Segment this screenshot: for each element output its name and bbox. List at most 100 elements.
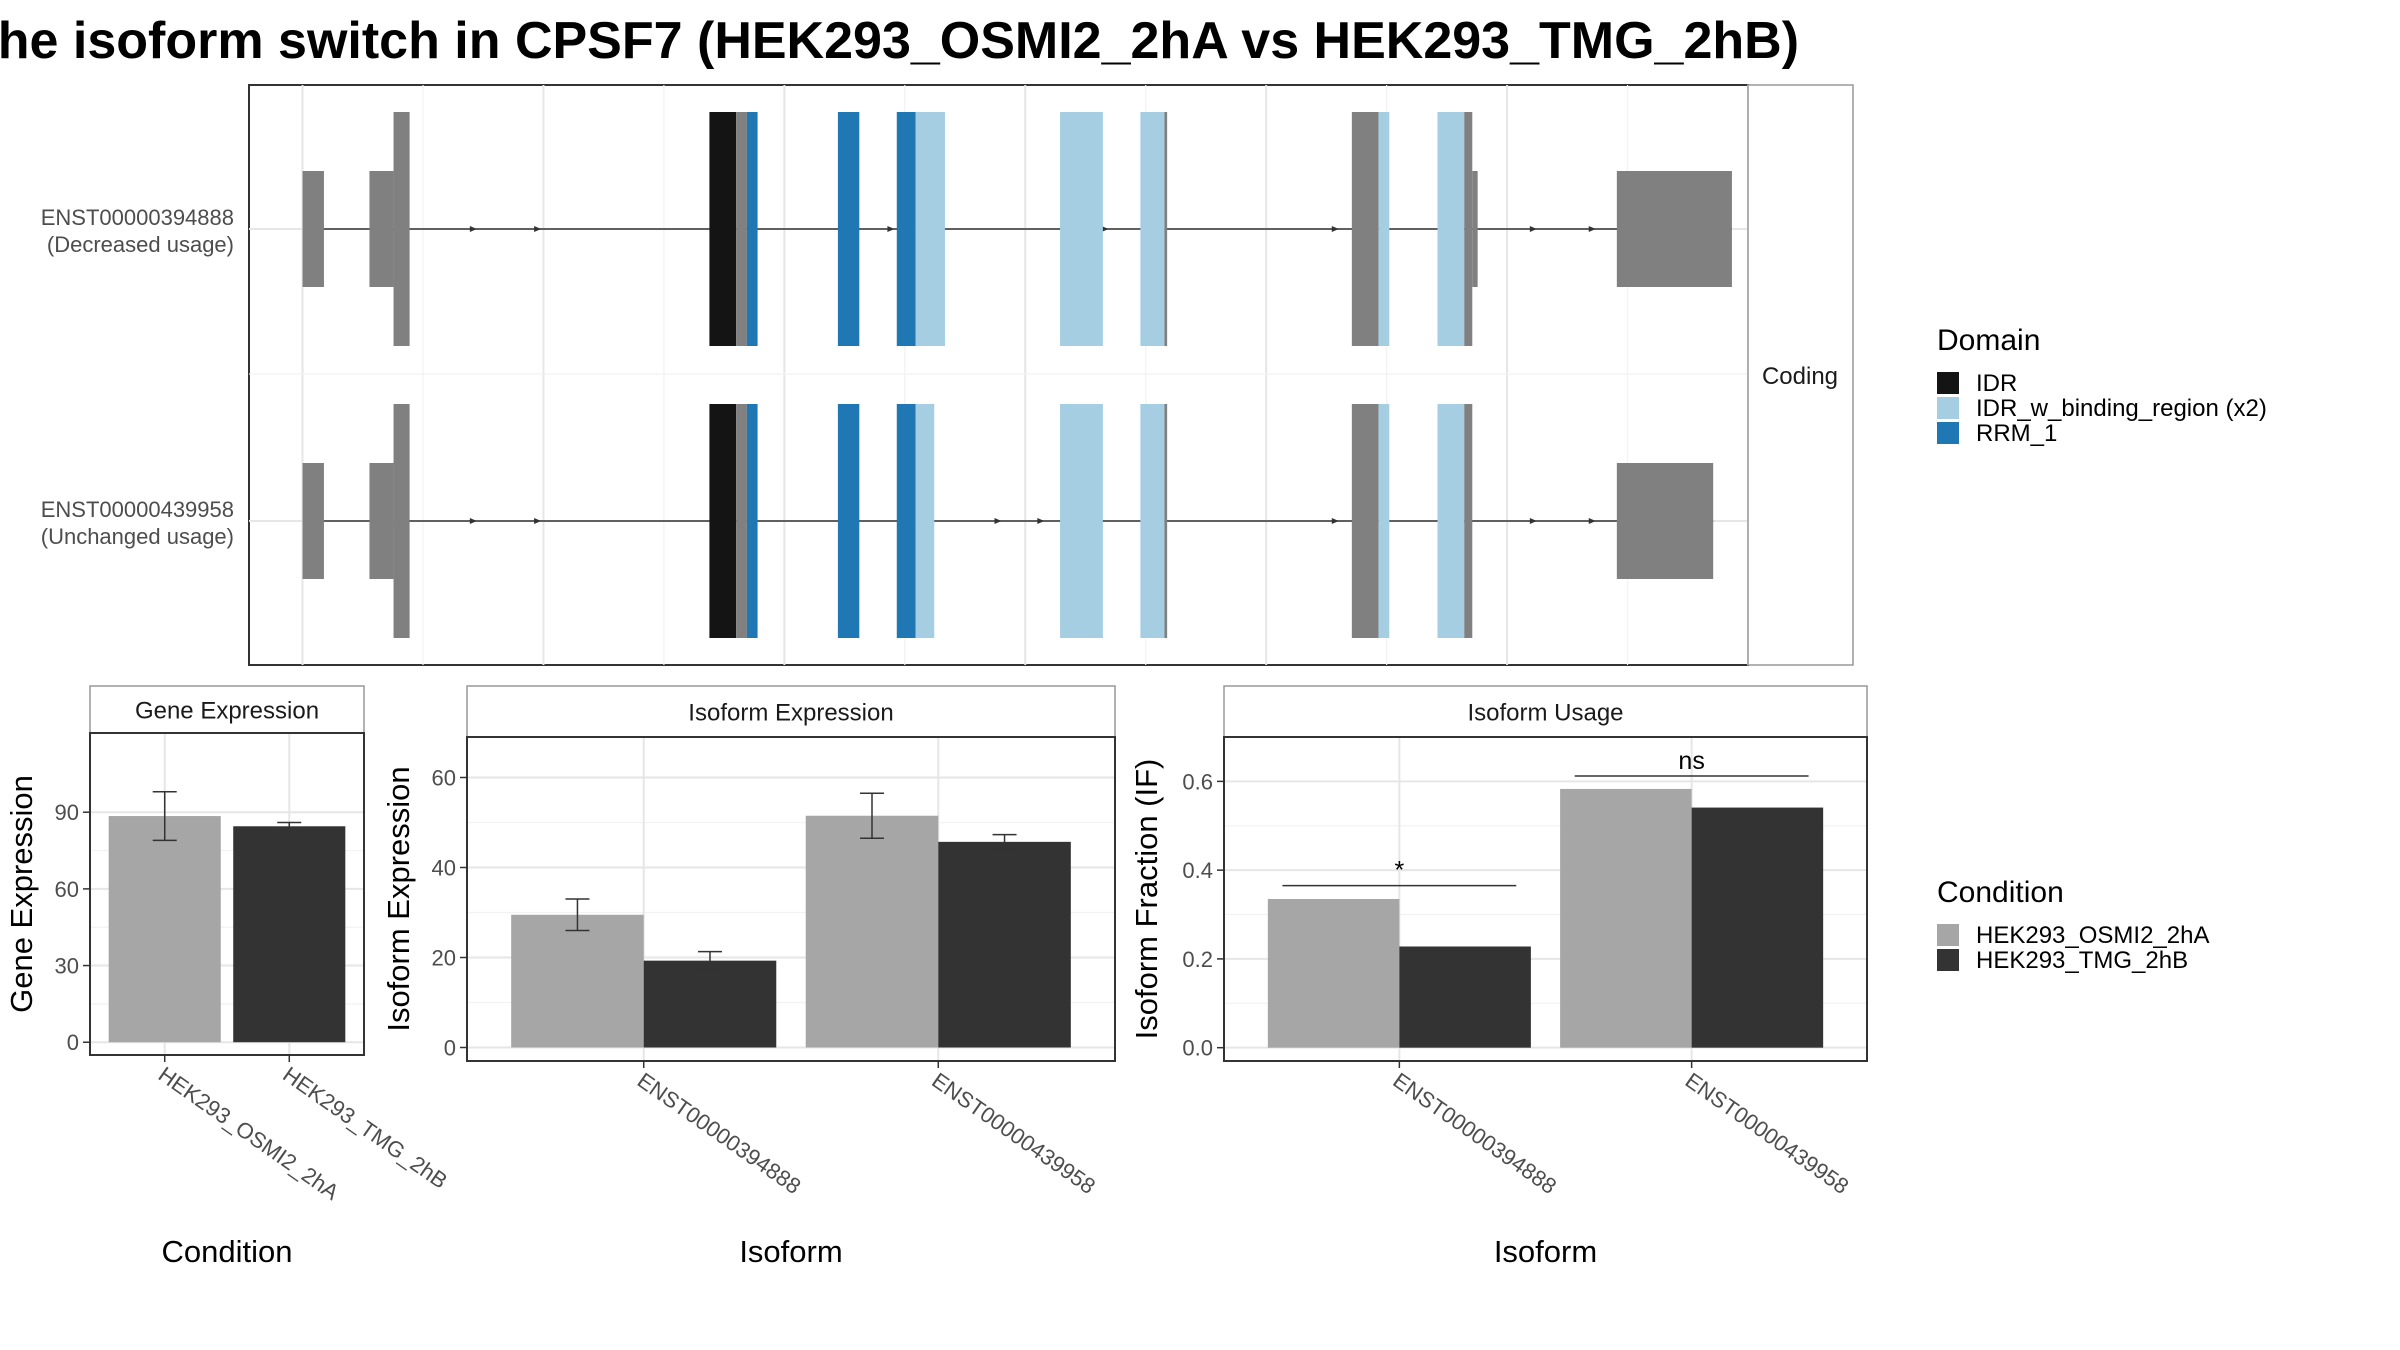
x-tick-label: ENST00000439958 [927, 1068, 1100, 1199]
domain-exon [1378, 404, 1390, 638]
exon [1351, 404, 1379, 638]
facet-strip [89, 685, 365, 734]
legend-swatch [1937, 372, 1959, 394]
panel-border [89, 732, 365, 1056]
intron-direction-arrow [1331, 226, 1339, 232]
legend-title: Condition [1937, 876, 2064, 909]
y-tick-label: 60 [432, 766, 456, 791]
track-label-id: ENST00000394888 [41, 205, 234, 230]
exon [1616, 463, 1714, 579]
y-tick-label: 90 [55, 800, 79, 825]
exon [369, 463, 394, 579]
y-tick-label: 0.0 [1182, 1036, 1213, 1061]
domain-exon [1437, 404, 1465, 638]
domain-exon [709, 404, 737, 638]
structure-panel-border [248, 84, 1749, 666]
exon [1464, 404, 1473, 638]
legend-label: RRM_1 [1976, 420, 2057, 447]
error-bar [565, 898, 590, 932]
track-label-usage: (Decreased usage) [47, 232, 234, 257]
structure-tracks [302, 112, 1732, 638]
domain-exon [1140, 112, 1165, 346]
domain-exon [896, 112, 916, 346]
y-tick-label: 0.2 [1182, 947, 1213, 972]
legend-label: HEK293_OSMI2_2hA [1976, 922, 2209, 949]
domain-exon [709, 112, 737, 346]
isoform-usage-panel: Isoform Usage * ns 0.0 0.2 0.4 0.6 ENST00000394… [1129, 685, 1868, 1269]
y-tick-label: 30 [55, 954, 79, 979]
intron-direction-arrow [1529, 518, 1537, 524]
panel-border [1223, 736, 1868, 1062]
error-bar [992, 833, 1017, 851]
figure-title: The isoform switch in CPSF7 (HEK293_OSMI… [0, 12, 1799, 70]
panel-border [466, 736, 1116, 1062]
legend-swatch [1937, 924, 1959, 946]
bar [108, 816, 221, 1043]
track-label-id: ENST00000439958 [41, 497, 234, 522]
facet-strip [1223, 685, 1868, 738]
legend-swatch [1937, 397, 1959, 419]
y-tick-label: 0 [444, 1036, 456, 1061]
structure-facet-strip [1747, 84, 1854, 666]
y-tick-label: 60 [55, 877, 79, 902]
y-tick-label: 0.4 [1182, 858, 1213, 883]
isoform-expression-panel: Isoform Expression 0 20 40 60 ENST00000394888… [381, 685, 1116, 1269]
intron-direction-arrow [534, 226, 542, 232]
exon [736, 112, 747, 346]
intron-direction-arrow [1037, 518, 1045, 524]
error-bar [860, 792, 884, 839]
facet-label: Gene Expression [135, 698, 319, 725]
legend-swatch [1937, 949, 1959, 971]
legend-label: HEK293_TMG_2hB [1976, 947, 2188, 974]
x-tick-label: ENST00000439958 [1681, 1068, 1854, 1199]
intron-direction-arrow [1331, 518, 1339, 524]
transcript-structure-panel: Coding ENST00000394888(Decreased usage)E… [41, 84, 1854, 666]
intron-direction-arrow [994, 518, 1002, 524]
x-axis-title: Isoform [739, 1234, 842, 1269]
exon [1464, 112, 1473, 346]
exon [393, 404, 410, 638]
domain-exon [915, 112, 945, 346]
track-labels: ENST00000394888(Decreased usage) ENST0000… [41, 205, 234, 549]
significance-label: * [1394, 857, 1404, 885]
y-axis-title: Gene Expression [4, 775, 39, 1013]
y-tick-label: 20 [432, 946, 456, 971]
exon [393, 112, 410, 346]
domain-exon [837, 404, 860, 638]
bar [511, 914, 644, 1048]
y-tick-label: 0.6 [1182, 769, 1213, 794]
error-bar [698, 950, 722, 971]
legend-title: Domain [1937, 324, 2040, 357]
bar [938, 841, 1071, 1048]
exon [1472, 171, 1478, 287]
exon [1351, 112, 1379, 346]
intron-direction-arrow [1529, 226, 1537, 232]
intron-direction-arrow [887, 226, 895, 232]
intron-direction-arrow [1588, 518, 1596, 524]
legend-label: IDR_w_binding_region (x2) [1976, 395, 2267, 422]
significance-label: ns [1678, 747, 1704, 775]
domain-exon [746, 112, 758, 346]
bar [1560, 788, 1692, 1048]
exon [1164, 404, 1168, 638]
intron-direction-arrow [1588, 226, 1596, 232]
y-tick-label: 40 [432, 856, 456, 881]
intron-direction-arrow [469, 226, 477, 232]
exon [302, 171, 324, 287]
intron-direction-arrow [469, 518, 477, 524]
x-tick-label: ENST00000394888 [1388, 1068, 1561, 1199]
y-axis-title: Isoform Expression [381, 766, 416, 1031]
domain-exon [1060, 404, 1103, 638]
bar [1399, 946, 1531, 1048]
intron-direction-arrow [1101, 226, 1109, 232]
error-bar [277, 821, 302, 830]
exon [1616, 171, 1732, 287]
domain-exon [915, 404, 935, 638]
exon [1164, 112, 1168, 346]
structure-facet-label: Coding [1762, 363, 1838, 390]
x-axis-title: Condition [162, 1234, 293, 1269]
domain-exon [1378, 112, 1390, 346]
bar [1267, 899, 1400, 1048]
